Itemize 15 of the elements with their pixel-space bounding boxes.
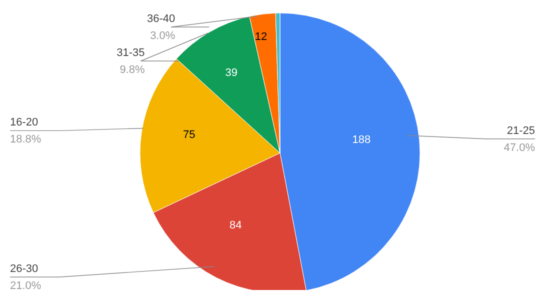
- data-label: 188: [352, 134, 371, 146]
- data-label: 39: [225, 66, 238, 79]
- data-label: 75: [183, 129, 196, 142]
- data-label: 12: [254, 30, 268, 43]
- text: 47.0%: [504, 142, 536, 154]
- slice-label: 26-30: [10, 263, 38, 275]
- slice-label: 36-40: [147, 13, 176, 25]
- slice-label: 31-35: [116, 47, 145, 59]
- text: 9.8%: [120, 64, 145, 76]
- text: 3.0%: [150, 30, 176, 42]
- data-label: 84: [229, 219, 242, 232]
- text: 18.8%: [10, 134, 42, 146]
- text: 21.0%: [10, 280, 42, 292]
- slice-label: 16-20: [10, 116, 38, 129]
- slice-label: 21-25: [506, 124, 535, 137]
